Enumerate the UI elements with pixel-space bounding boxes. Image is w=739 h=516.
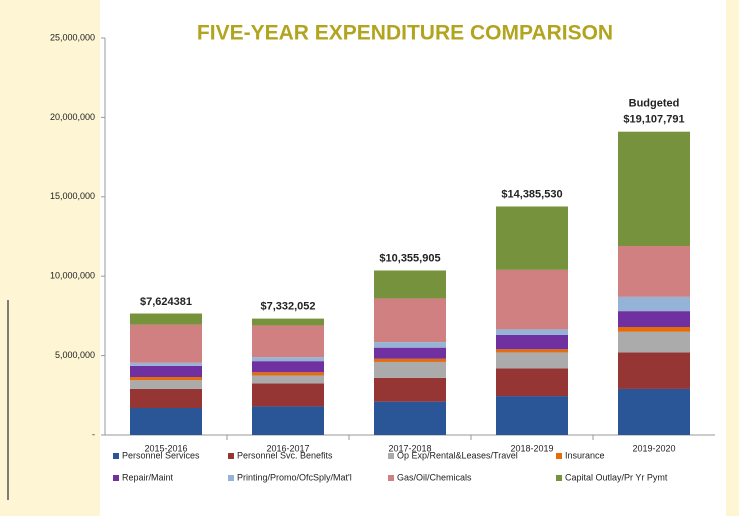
legend-label: Capital Outlay/Pr Yr Pymt [565,472,668,482]
legend-label: Personnel Services [122,450,200,460]
bar-segment [252,375,324,384]
x-tick-label: 2018-2019 [510,443,553,453]
legend-swatch [228,475,234,481]
bar-segment [618,296,690,312]
bar-segment [618,388,690,435]
bar-segment [130,362,202,366]
x-tick-label: 2019-2020 [632,443,675,453]
bar-segment [618,352,690,389]
y-tick-label: 20,000,000 [50,112,95,122]
y-tick-label: 10,000,000 [50,271,95,281]
bar-segment [130,365,202,378]
legend-swatch [113,453,119,459]
legend-swatch [556,453,562,459]
x-tick-label: 2017-2018 [388,443,431,453]
bar-segment [252,325,324,358]
bar-segment [374,270,446,299]
total-label: $7,332,052 [260,300,315,312]
bar-segment [130,313,202,325]
legend-label: Printing/Promo/OfcSply/Mat'l [237,472,352,482]
legend-label: Repair/Maint [122,472,174,482]
legend-label: Op Exp/Rental&Leases/Travel [397,450,518,460]
legend-swatch [228,453,234,459]
bar-segment [618,311,690,328]
bar-segment [374,361,446,378]
bar-segment [252,372,324,376]
bar-segment [496,329,568,335]
bar-segment [496,396,568,435]
legend-swatch [113,475,119,481]
bar-segment [374,358,446,362]
bar-segment [496,349,568,353]
bar-segment [496,206,568,270]
chart-title: FIVE-YEAR EXPENDITURE COMPARISON [197,22,613,45]
bar-segment [618,131,690,247]
legend-swatch [556,475,562,481]
y-tick-label: 5,000,000 [55,350,95,360]
y-tick-label: 25,000,000 [50,32,95,42]
bar-segment [374,342,446,348]
bar-segment [130,408,202,435]
bar-segment [496,352,568,369]
bar-segment [130,388,202,409]
total-label: $10,355,905 [379,252,440,264]
bar-segment [618,327,690,332]
bar-segment [252,361,324,373]
bar-segment [252,383,324,407]
bar-segment [130,380,202,389]
bar-segment [252,406,324,435]
x-tick-label: 2016-2017 [266,443,309,453]
total-note: Budgeted [629,97,680,109]
legend-label: Gas/Oil/Chemicals [397,472,472,482]
x-tick-label: 2015-2016 [144,443,187,453]
y-tick-label: - [92,429,95,439]
bar-segment [374,377,446,402]
bar-segment [618,331,690,353]
bar-segment [252,357,324,362]
bar-segment [130,324,202,363]
bar-segment [130,377,202,381]
legend-label: Personnel Svc. Benefits [237,450,333,460]
bar-segment [496,368,568,397]
bar-segment [496,334,568,350]
legend-swatch [388,453,394,459]
bar-segment [374,347,446,359]
bar-segment [496,269,568,330]
legend-swatch [388,475,394,481]
bar-segment [618,246,690,297]
total-label: $14,385,530 [501,188,562,200]
bar-segment [374,401,446,435]
y-tick-label: 15,000,000 [50,191,95,201]
total-label: $7,624381 [140,296,192,308]
bar-segment [374,298,446,343]
legend-label: Insurance [565,450,605,460]
total-label: $19,107,791 [623,113,684,125]
bar-segment [252,318,324,326]
